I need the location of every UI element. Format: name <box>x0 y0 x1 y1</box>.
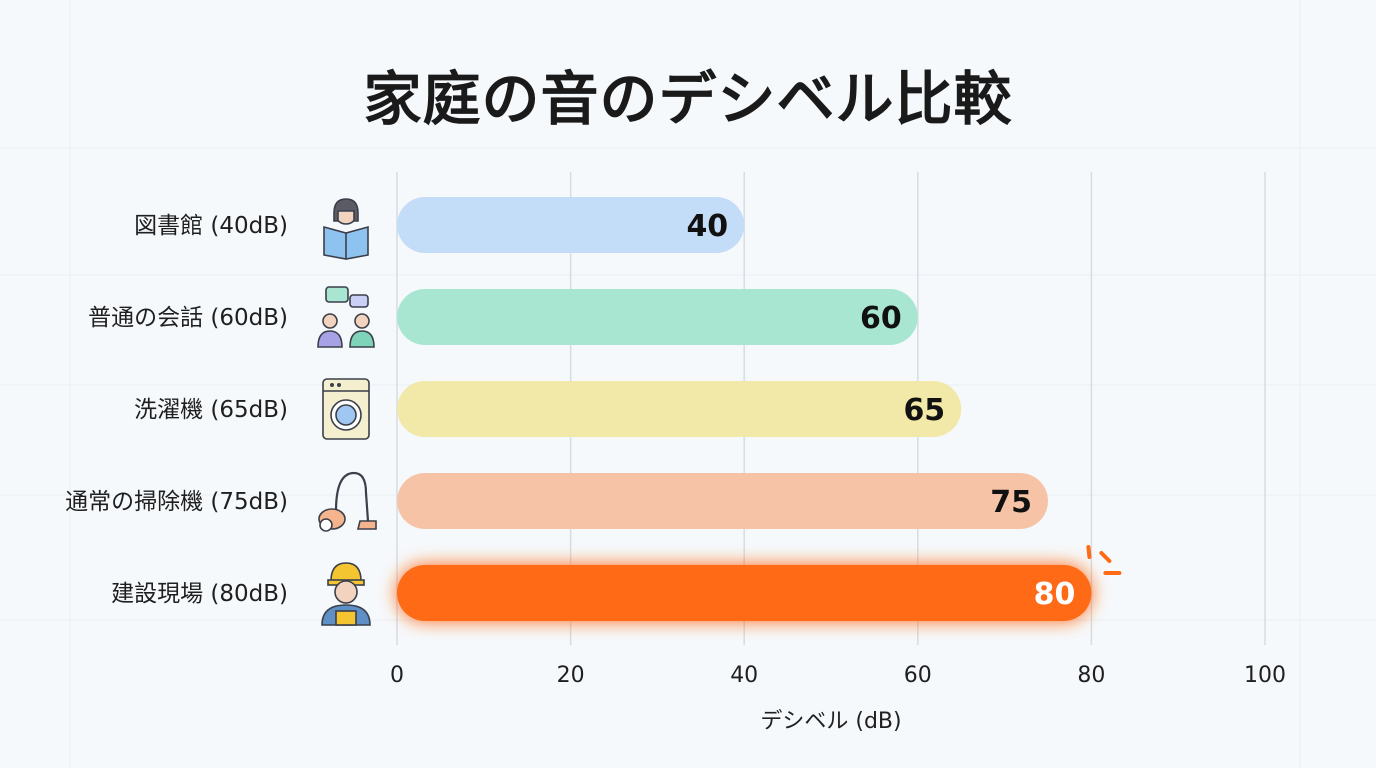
value-label: 65 <box>903 393 945 428</box>
category-label: 通常の掃除機 (75dB) <box>65 489 288 515</box>
x-tick-label: 20 <box>557 663 585 688</box>
washing-machine-icon <box>322 378 370 440</box>
x-tick-label: 40 <box>730 663 758 688</box>
value-label: 60 <box>860 301 902 336</box>
value-label: 80 <box>1034 577 1076 612</box>
chart-title: 家庭の音のデシベル比較 <box>363 65 1013 133</box>
value-label: 40 <box>686 209 728 244</box>
category-label: 普通の会話 (60dB) <box>88 305 288 331</box>
x-tick-label: 80 <box>1077 663 1105 688</box>
bar-3 <box>397 473 1048 529</box>
category-label: 図書館 (40dB) <box>134 213 288 239</box>
person-reading-book-icon <box>323 198 369 260</box>
bar-2 <box>397 381 962 437</box>
vacuum-cleaner-icon <box>318 471 377 532</box>
x-tick-label: 60 <box>904 663 932 688</box>
two-people-chatting-icon <box>317 286 375 348</box>
category-label: 建設現場 (80dB) <box>111 581 288 607</box>
construction-worker-icon <box>321 562 371 626</box>
category-label: 洗濯機 (65dB) <box>134 397 288 423</box>
bar-0 <box>397 197 745 253</box>
x-axis-title: デシベル (dB) <box>760 709 901 734</box>
x-tick-label: 100 <box>1244 663 1286 688</box>
highlight-spark-icon <box>1086 545 1122 575</box>
bar-1 <box>397 289 918 345</box>
bar-4 <box>397 565 1092 621</box>
x-tick-label: 0 <box>390 663 404 688</box>
value-label: 75 <box>990 485 1032 520</box>
